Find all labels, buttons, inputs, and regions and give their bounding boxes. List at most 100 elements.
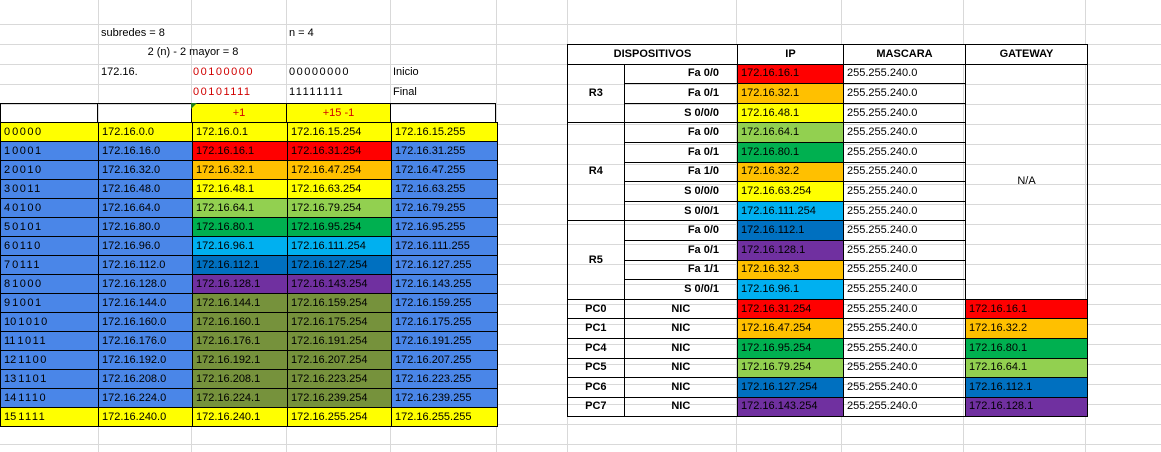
subnet-number: 9 bbox=[4, 296, 11, 309]
subnet-net-cell: 172.16.96.0 bbox=[98, 236, 193, 256]
device-name-cell: R5 bbox=[567, 220, 625, 300]
subnet-bits: 0001 bbox=[12, 144, 43, 157]
subnet-bcast-cell: 172.16.15.255 bbox=[391, 122, 498, 142]
subnet-first-cell: 172.16.240.1 bbox=[192, 407, 288, 427]
subnet-index-cell: 11 1011 bbox=[0, 331, 99, 351]
subnet-bits: 1100 bbox=[18, 353, 48, 366]
subnet-index-cell: 14 1110 bbox=[0, 388, 99, 408]
subnet-net-cell: 172.16.224.0 bbox=[98, 388, 193, 408]
subnet-bcast-cell: 172.16.47.255 bbox=[391, 160, 498, 180]
subnet-net-cell: 172.16.16.0 bbox=[98, 141, 193, 161]
subnet-last-cell: 172.16.207.254 bbox=[287, 350, 392, 370]
pc-gateway-cell: 172.16.64.1 bbox=[965, 357, 1088, 379]
subnet-bits: 0010 bbox=[12, 163, 43, 176]
pc-gateway-cell: 172.16.80.1 bbox=[965, 337, 1088, 359]
pc-gateway-cell: 172.16.32.2 bbox=[965, 318, 1088, 339]
subnet-bcast-cell: 172.16.63.255 bbox=[391, 179, 498, 199]
n-label: n = 4 bbox=[289, 27, 314, 39]
device-table: DISPOSITIVOS IP MASCARA GATEWAY R3 Fa 0/0… bbox=[567, 44, 1088, 418]
pc-row: PC7 NIC 172.16.143.254 255.255.240.0 172.16.… bbox=[567, 396, 1088, 418]
subnet-first-cell: 172.16.224.1 bbox=[192, 388, 288, 408]
device-row: S 0/0/0 172.16.63.254 255.255.240.0 bbox=[568, 181, 1088, 202]
ip-cell: 172.16.80.1 bbox=[737, 141, 844, 163]
interface-cell: Fa 0/1 bbox=[623, 141, 739, 163]
interface-cell: S 0/0/0 bbox=[623, 181, 739, 202]
pc-name-cell: PC4 bbox=[567, 337, 625, 359]
subnet-number: 15 bbox=[4, 410, 17, 423]
subnet-net-cell: 172.16.192.0 bbox=[98, 350, 193, 370]
mask-cell: 255.255.240.0 bbox=[843, 102, 966, 124]
subnet-net-cell: 172.16.176.0 bbox=[98, 331, 193, 351]
pc-ip-cell: 172.16.47.254 bbox=[737, 318, 844, 339]
ip-cell: 172.16.48.1 bbox=[737, 102, 844, 124]
pc-ip-cell: 172.16.79.254 bbox=[737, 357, 844, 379]
subnet-number: 12 bbox=[4, 353, 17, 366]
pc-ip-cell: 172.16.143.254 bbox=[737, 396, 844, 418]
interface-cell: Fa 0/0 bbox=[623, 63, 739, 85]
subnet-last-cell: 172.16.143.254 bbox=[287, 274, 392, 294]
subredes-label: subredes = 8 bbox=[101, 27, 165, 39]
subnet-first-cell: 172.16.16.1 bbox=[192, 141, 288, 161]
pc-ip-cell: 172.16.31.254 bbox=[737, 298, 844, 320]
plus-one-header: +1 bbox=[191, 103, 287, 123]
subnet-net-cell: 172.16.240.0 bbox=[98, 407, 193, 427]
subnet-last-cell: 172.16.111.254 bbox=[287, 236, 392, 256]
header-blank-2 bbox=[97, 103, 192, 123]
subnet-index-cell: 12 1100 bbox=[0, 350, 99, 370]
interface-cell: Fa 1/1 bbox=[623, 259, 739, 281]
mask-cell: 255.255.240.0 bbox=[843, 259, 966, 281]
subnet-last-cell: 172.16.175.254 bbox=[287, 312, 392, 332]
subnet-net-cell: 172.16.160.0 bbox=[98, 312, 193, 332]
mask-cell: 255.255.240.0 bbox=[843, 63, 966, 85]
subnet-bits: 0100 bbox=[12, 201, 43, 214]
formula-label: 2 (n) - 2 mayor = 8 bbox=[147, 46, 239, 58]
pc-mask-cell: 255.255.240.0 bbox=[843, 377, 966, 398]
subnet-index-cell: 13 1101 bbox=[0, 369, 99, 389]
subnet-last-cell: 172.16.63.254 bbox=[287, 179, 392, 199]
subnet-number: 2 bbox=[4, 163, 11, 176]
subnet-bits: 1010 bbox=[18, 315, 49, 328]
subnet-bits: 1110 bbox=[18, 391, 48, 404]
subnet-number: 11 bbox=[4, 334, 16, 347]
inicio-label: Inicio bbox=[393, 66, 419, 78]
subnet-bits: 0111 bbox=[12, 258, 41, 271]
ip-prefix: 172.16. bbox=[101, 66, 138, 78]
mask-cell: 255.255.240.0 bbox=[843, 83, 966, 104]
subnet-bcast-cell: 172.16.255.255 bbox=[391, 407, 498, 427]
subnet-row: 14 1110 172.16.224.0 172.16.224.1 172.16.239… bbox=[0, 388, 498, 408]
subnet-number: 1 bbox=[4, 144, 11, 157]
subnet-index-cell: 5 0101 bbox=[0, 217, 99, 237]
device-row: R4 Fa 0/0 172.16.64.1 255.255.240.0 bbox=[567, 122, 1088, 222]
col-mascara: MASCARA bbox=[843, 44, 966, 65]
subnet-row: 12 1100 172.16.192.0 172.16.192.1 172.16.207… bbox=[0, 350, 498, 370]
ip-cell: 172.16.128.1 bbox=[737, 239, 844, 261]
subnet-bits: 1111 bbox=[18, 410, 47, 423]
mask-cell: 255.255.240.0 bbox=[843, 220, 966, 241]
subnet-last-cell: 172.16.79.254 bbox=[287, 198, 392, 218]
pc-interface-cell: NIC bbox=[623, 298, 739, 320]
ip-cell: 172.16.63.254 bbox=[737, 181, 844, 202]
subnet-index-cell: 6 0110 bbox=[0, 236, 99, 256]
subnet-first-cell: 172.16.144.1 bbox=[192, 293, 288, 313]
subnet-row: 9 1001 172.16.144.0 172.16.144.1 172.16.159.… bbox=[0, 293, 498, 313]
subnet-last-cell: 172.16.15.254 bbox=[287, 122, 392, 142]
subnet-row: 7 0111 172.16.112.0 172.16.112.1 172.16.127.… bbox=[0, 255, 498, 275]
subnet-bcast-cell: 172.16.223.255 bbox=[391, 369, 498, 389]
subnet-bcast-cell: 172.16.31.255 bbox=[391, 141, 498, 161]
ip-cell: 172.16.111.254 bbox=[737, 200, 844, 222]
subnet-row: 1 0001 172.16.16.0 172.16.16.1 172.16.31.254… bbox=[0, 141, 498, 161]
subnet-row: 10 1010 172.16.160.0 172.16.160.1 172.16.175… bbox=[0, 312, 498, 332]
subnet-index-cell: 2 0010 bbox=[0, 160, 99, 180]
ip-cell: 172.16.16.1 bbox=[737, 63, 844, 85]
final-net-bits: 00101111 bbox=[193, 86, 252, 98]
subnet-bcast-cell: 172.16.127.255 bbox=[391, 255, 498, 275]
pc-row: PC4 NIC 172.16.95.254 255.255.240.0 172.16.8… bbox=[567, 337, 1088, 359]
interface-cell: S 0/0/1 bbox=[623, 200, 739, 222]
subnet-net-cell: 172.16.64.0 bbox=[98, 198, 193, 218]
subnet-number: 13 bbox=[4, 372, 17, 385]
col-gateway: GATEWAY bbox=[965, 44, 1088, 65]
subnet-bits: 1011 bbox=[17, 334, 48, 347]
device-row: S 0/0/0 172.16.48.1 255.255.240.0 bbox=[568, 102, 1088, 124]
subnet-first-cell: 172.16.176.1 bbox=[192, 331, 288, 351]
subnet-number: 0 bbox=[4, 125, 11, 138]
